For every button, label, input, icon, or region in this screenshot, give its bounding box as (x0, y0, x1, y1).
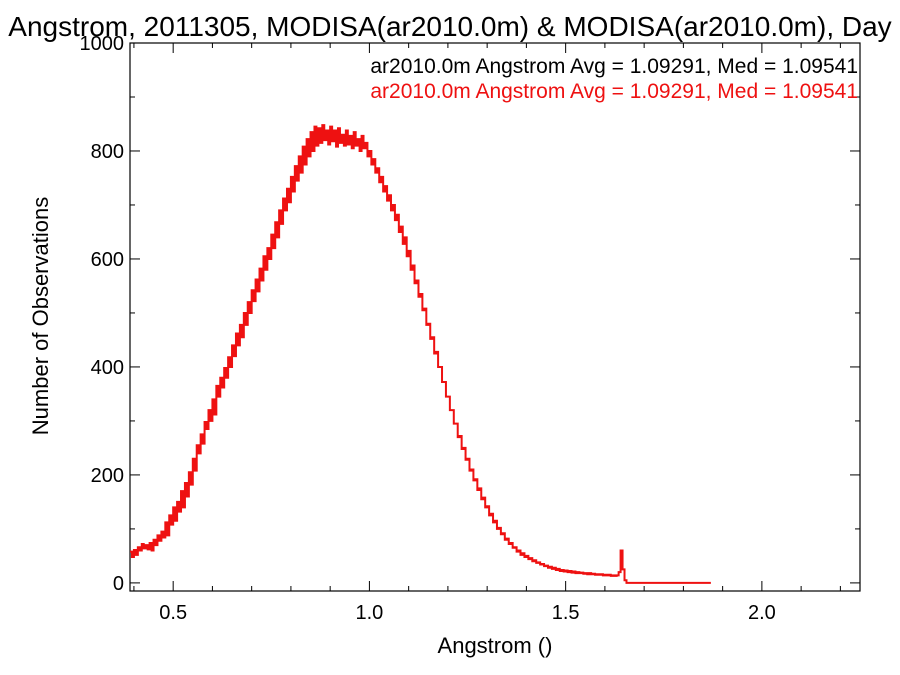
legend-entry-black: ar2010.0m Angstrom Avg = 1.09291, Med = … (370, 55, 858, 78)
y-tick-label: 400 (91, 357, 124, 379)
y-tick-label: 1000 (80, 33, 125, 55)
y-tick-label: 0 (113, 573, 124, 595)
y-tick-label: 600 (91, 249, 124, 271)
y-axis-title: Number of Observations (28, 197, 53, 435)
x-axis-title: Angstrom () (438, 633, 553, 658)
chart-title: Angstrom, 2011305, MODISA(ar2010.0m) & M… (8, 11, 891, 42)
x-tick-label: 1.5 (552, 602, 580, 624)
x-axis: 0.5 1.0 1.5 2.0 (133, 43, 841, 624)
y-tick-label: 200 (91, 465, 124, 487)
plot-frame (129, 42, 861, 592)
legend-entry-red: ar2010.0m Angstrom Avg = 1.09291, Med = … (370, 80, 858, 103)
y-axis: 0 200 400 600 800 1000 (80, 33, 860, 595)
x-tick-label: 2.0 (748, 602, 776, 624)
histogram-series (130, 124, 711, 584)
x-tick-label: 0.5 (159, 602, 187, 624)
y-tick-label: 800 (91, 141, 124, 163)
x-tick-label: 1.0 (356, 602, 384, 624)
